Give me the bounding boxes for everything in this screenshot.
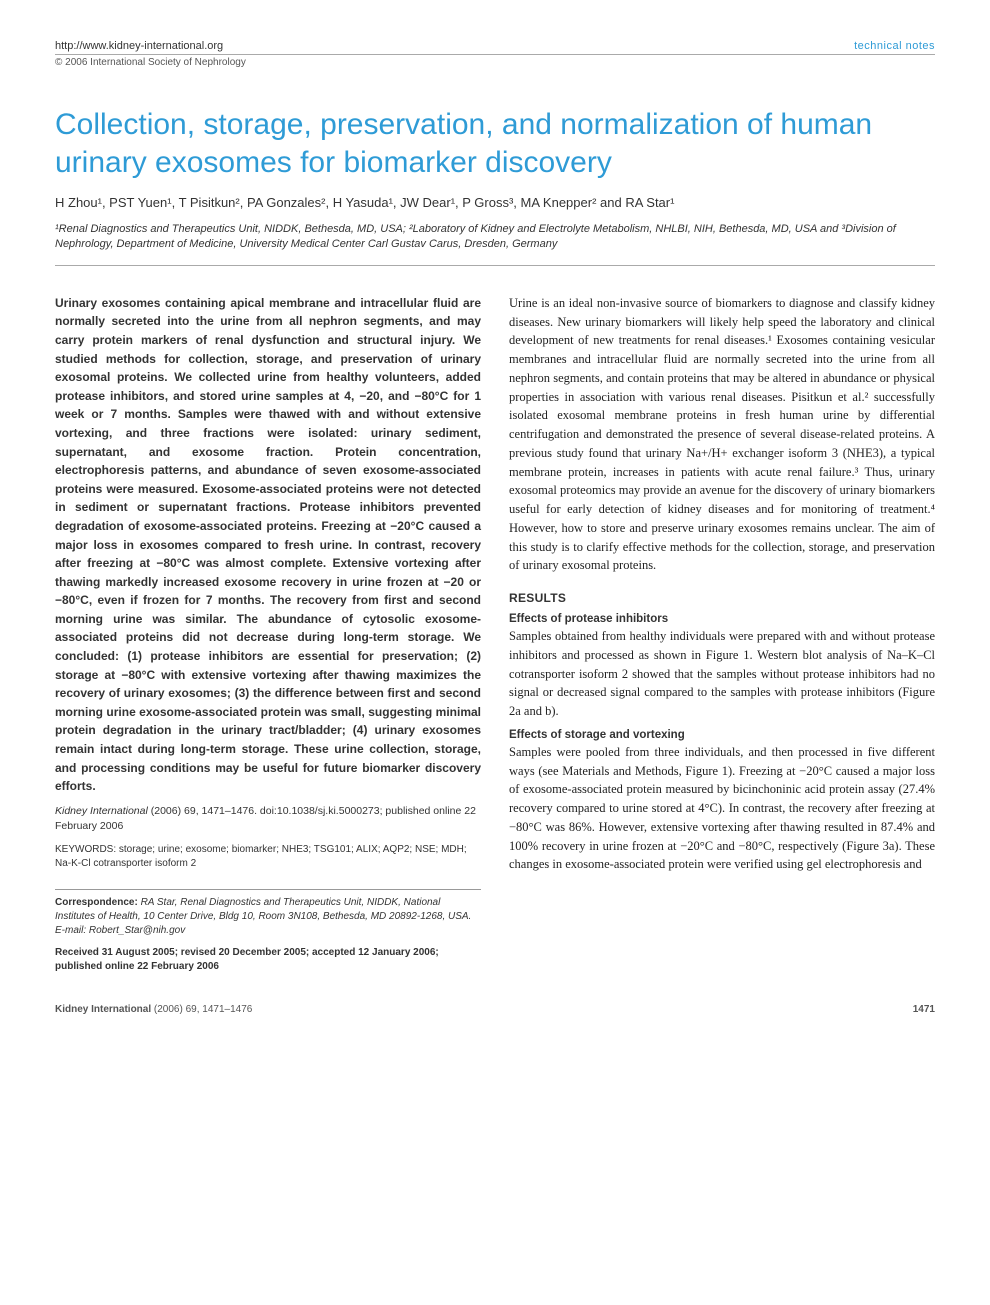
footer-journal: Kidney International (2006) 69, 1471–147… [55,1004,252,1015]
page-footer: Kidney International (2006) 69, 1471–147… [55,1004,935,1015]
intro-paragraph: Urine is an ideal non-invasive source of… [509,294,935,575]
subsection-storage-body: Samples were pooled from three individua… [509,743,935,874]
copyright-line: © 2006 International Society of Nephrolo… [55,57,935,68]
page-number: 1471 [913,1004,935,1015]
received-text: Received 31 August 2005; revised 20 Dece… [55,947,439,972]
journal-url: http://www.kidney-international.org [55,40,223,52]
left-column: Urinary exosomes containing apical membr… [55,294,481,974]
correspondence-label: Correspondence: [55,897,138,908]
authors-line: H Zhou¹, PST Yuen¹, T Pisitkun², PA Gonz… [55,195,935,210]
abstract-text: Urinary exosomes containing apical membr… [55,294,481,796]
keywords-text: storage; urine; exosome; biomarker; NHE3… [55,844,467,869]
article-title: Collection, storage, preservation, and n… [55,106,935,181]
citation-line: Kidney International (2006) 69, 1471–147… [55,804,481,833]
affiliations: ¹Renal Diagnostics and Therapeutics Unit… [55,222,935,266]
keywords-block: KEYWORDS: storage; urine; exosome; bioma… [55,843,481,871]
subsection-protease-head: Effects of protease inhibitors [509,613,935,625]
journal-name: Kidney International [55,805,148,817]
footer-journal-name: Kidney International [55,1004,151,1015]
subsection-protease-body: Samples obtained from healthy individual… [509,627,935,721]
content-columns: Urinary exosomes containing apical membr… [55,294,935,974]
correspondence-block: Correspondence: RA Star, Renal Diagnosti… [55,889,481,938]
results-heading: RESULTS [509,591,935,605]
received-block: Received 31 August 2005; revised 20 Dece… [55,946,481,974]
section-label: technical notes [854,40,935,52]
subsection-storage-head: Effects of storage and vortexing [509,729,935,741]
page-header: http://www.kidney-international.org tech… [55,40,935,55]
keywords-label: KEYWORDS: [55,844,116,855]
right-column: Urine is an ideal non-invasive source of… [509,294,935,974]
footer-issue: (2006) 69, 1471–1476 [154,1004,252,1015]
